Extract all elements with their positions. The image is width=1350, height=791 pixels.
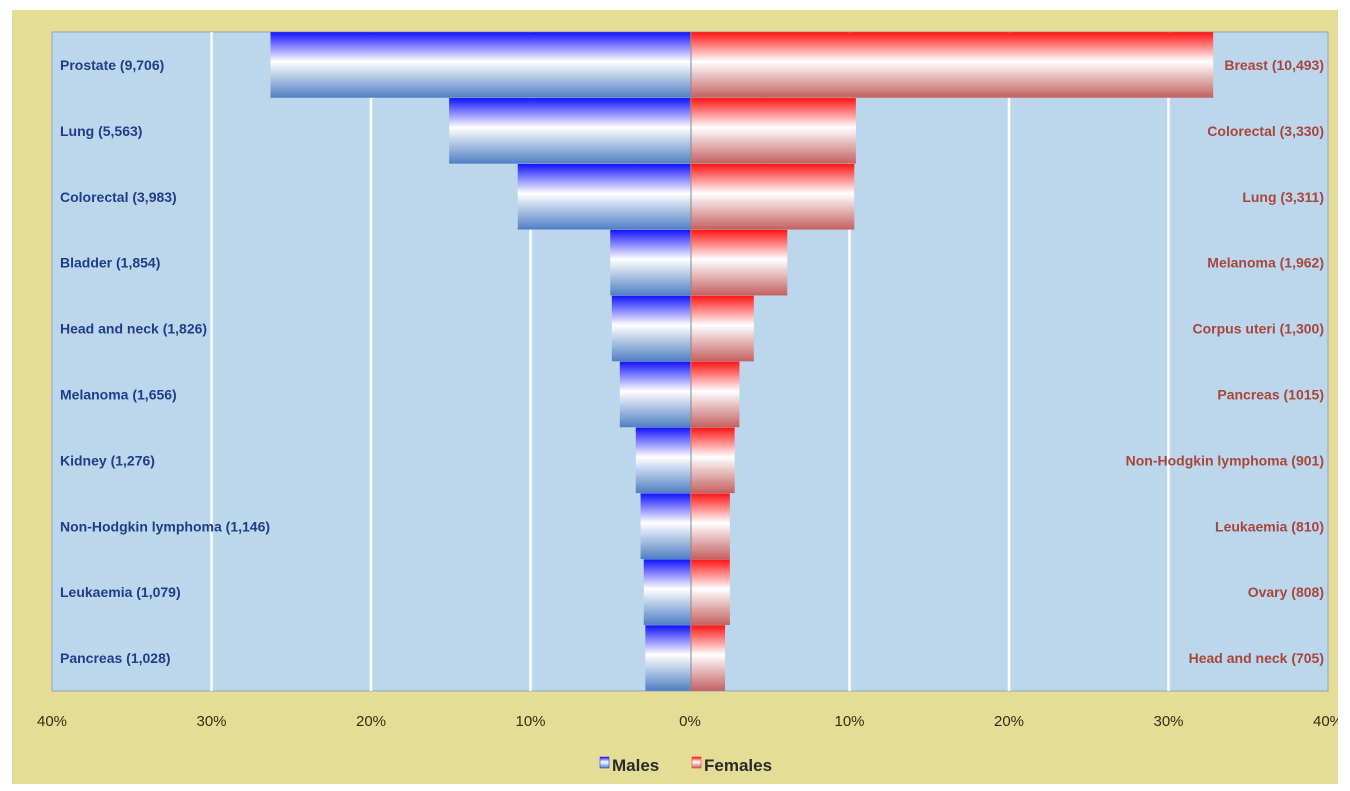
male-bar-5 — [611, 295, 690, 362]
female-category-label-3: Lung (3,311) — [1242, 189, 1324, 205]
male-bar-1 — [270, 32, 690, 98]
female-bar-6 — [690, 361, 740, 428]
male-bar-6 — [619, 361, 690, 428]
male-bar-2 — [449, 98, 690, 164]
chart-frame: Prostate (9,706) Lung (5,563) Colorectal (… — [12, 10, 1338, 784]
x-tick-label-8: 30% — [1153, 713, 1183, 730]
x-tick-label-1: 40% — [37, 713, 67, 730]
female-bar-9 — [690, 559, 730, 625]
male-category-label-10: Pancreas (1,028) — [60, 650, 171, 666]
x-tick-label-6: 10% — [834, 713, 864, 730]
female-bar-10 — [690, 625, 726, 691]
legend-label-females: Females — [704, 756, 772, 775]
x-tick-label-2: 30% — [196, 713, 226, 730]
female-bar-8 — [690, 493, 730, 560]
female-category-label-2: Colorectal (3,330) — [1207, 123, 1324, 139]
male-bar-4 — [610, 229, 690, 296]
x-tick-label-5: 0% — [679, 713, 701, 730]
pyramid-chart: Prostate (9,706) Lung (5,563) Colorectal (… — [37, 31, 1338, 775]
legend-swatch-males — [599, 756, 610, 769]
female-category-label-7: Non-Hodgkin lymphoma (901) — [1126, 452, 1324, 468]
male-category-label-6: Melanoma (1,656) — [60, 386, 177, 402]
male-bar-9 — [643, 559, 690, 625]
male-category-label-9: Leukaemia (1,079) — [60, 584, 181, 600]
female-category-label-8: Leukaemia (810) — [1215, 518, 1324, 534]
male-category-label-8: Non-Hodgkin lymphoma (1,146) — [60, 518, 270, 534]
male-category-label-1: Prostate (9,706) — [60, 57, 164, 73]
x-tick-label-3: 20% — [356, 713, 386, 730]
x-tick-label-9: 40% — [1313, 713, 1338, 730]
female-category-label-4: Melanoma (1,962) — [1207, 255, 1324, 271]
legend: Males Females — [599, 756, 772, 775]
legend-label-males: Males — [612, 756, 659, 775]
female-category-label-5: Corpus uteri (1,300) — [1193, 321, 1324, 337]
male-bar-7 — [635, 427, 690, 494]
legend-swatch-females — [691, 756, 702, 769]
male-category-label-7: Kidney (1,276) — [60, 452, 155, 468]
female-bar-1 — [690, 32, 1214, 98]
female-category-label-1: Breast (10,493) — [1224, 57, 1324, 73]
female-bar-2 — [690, 98, 856, 164]
male-bar-10 — [645, 625, 690, 691]
female-bar-7 — [690, 427, 735, 494]
female-bar-4 — [690, 229, 788, 296]
male-category-label-3: Colorectal (3,983) — [60, 189, 177, 205]
male-category-label-2: Lung (5,563) — [60, 123, 142, 139]
x-tick-label-7: 20% — [994, 713, 1024, 730]
male-category-label-4: Bladder (1,854) — [60, 255, 160, 271]
x-tick-label-4: 10% — [515, 713, 545, 730]
female-category-label-6: Pancreas (1015) — [1217, 386, 1324, 402]
male-bar-3 — [517, 163, 690, 230]
female-bar-3 — [690, 163, 855, 230]
female-category-label-10: Head and neck (705) — [1189, 650, 1324, 666]
female-bar-5 — [690, 295, 754, 362]
male-bar-8 — [640, 493, 690, 560]
male-category-label-5: Head and neck (1,826) — [60, 321, 207, 337]
female-category-label-9: Ovary (808) — [1248, 584, 1324, 600]
